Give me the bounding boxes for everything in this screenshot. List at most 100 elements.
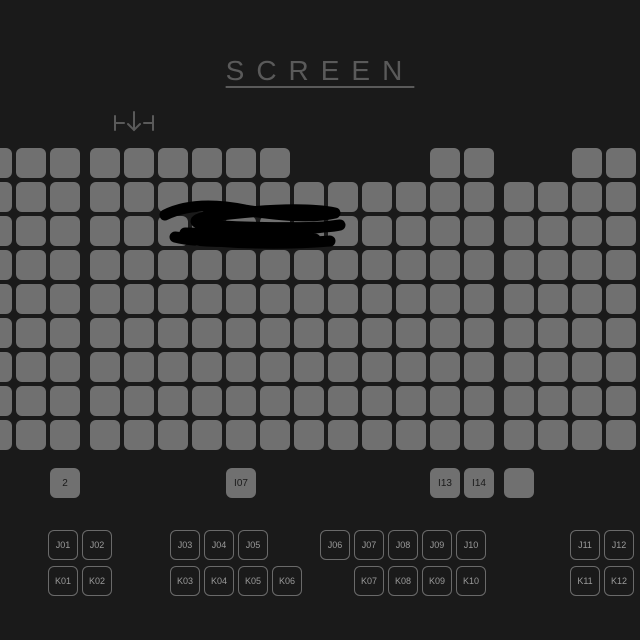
seat-labeled[interactable]: 2 [50, 468, 80, 498]
seat[interactable] [430, 182, 460, 212]
seat-k04[interactable]: K04 [204, 566, 234, 596]
seat[interactable] [328, 284, 358, 314]
seat[interactable] [90, 284, 120, 314]
seat[interactable] [16, 216, 46, 246]
seat[interactable] [328, 216, 358, 246]
seat-j12[interactable]: J12 [604, 530, 634, 560]
seat[interactable] [362, 250, 392, 280]
seat[interactable] [430, 318, 460, 348]
seat-k06[interactable]: K06 [272, 566, 302, 596]
seat[interactable] [90, 352, 120, 382]
seat-j02[interactable]: J02 [82, 530, 112, 560]
seat[interactable] [260, 318, 290, 348]
seat[interactable] [328, 250, 358, 280]
seat[interactable] [464, 386, 494, 416]
seat[interactable] [572, 284, 602, 314]
seat-k11[interactable]: K11 [570, 566, 600, 596]
seat[interactable] [226, 284, 256, 314]
seat[interactable] [504, 250, 534, 280]
seat[interactable] [16, 284, 46, 314]
seat[interactable] [572, 148, 602, 178]
seat[interactable] [606, 386, 636, 416]
seat[interactable] [538, 420, 568, 450]
seat[interactable] [328, 182, 358, 212]
seat[interactable] [260, 386, 290, 416]
seat[interactable] [16, 182, 46, 212]
seat[interactable] [50, 216, 80, 246]
seat[interactable] [226, 250, 256, 280]
seat[interactable] [16, 250, 46, 280]
seat-labeled[interactable]: I13 [430, 468, 460, 498]
seat[interactable] [90, 318, 120, 348]
seat[interactable] [158, 318, 188, 348]
seat[interactable] [572, 352, 602, 382]
seat[interactable] [572, 182, 602, 212]
seat[interactable] [328, 352, 358, 382]
seat-j08[interactable]: J08 [388, 530, 418, 560]
seat[interactable] [328, 318, 358, 348]
seat[interactable] [464, 284, 494, 314]
seat[interactable] [158, 148, 188, 178]
seat-j11[interactable]: J11 [570, 530, 600, 560]
seat[interactable] [124, 352, 154, 382]
seat[interactable] [90, 148, 120, 178]
seat[interactable] [158, 386, 188, 416]
seat[interactable] [124, 216, 154, 246]
seat[interactable] [90, 250, 120, 280]
seat-j01[interactable]: J01 [48, 530, 78, 560]
seat[interactable] [606, 216, 636, 246]
seat[interactable] [430, 216, 460, 246]
seat[interactable] [572, 420, 602, 450]
seat-k10[interactable]: K10 [456, 566, 486, 596]
seat-k05[interactable]: K05 [238, 566, 268, 596]
seat[interactable] [192, 352, 222, 382]
seat[interactable] [192, 284, 222, 314]
seat[interactable] [504, 318, 534, 348]
seat[interactable] [16, 386, 46, 416]
seat-k12[interactable]: K12 [604, 566, 634, 596]
seat[interactable] [50, 284, 80, 314]
seat[interactable] [192, 250, 222, 280]
seat[interactable] [396, 352, 426, 382]
seat[interactable] [50, 182, 80, 212]
seat[interactable] [50, 386, 80, 416]
seat[interactable] [226, 148, 256, 178]
seat[interactable] [464, 216, 494, 246]
seat-labeled[interactable] [504, 468, 534, 498]
seat[interactable] [504, 420, 534, 450]
seat[interactable] [362, 216, 392, 246]
seat-j07[interactable]: J07 [354, 530, 384, 560]
seat[interactable] [464, 352, 494, 382]
seat[interactable] [362, 420, 392, 450]
seat[interactable] [260, 216, 290, 246]
seat[interactable] [538, 182, 568, 212]
seat[interactable] [124, 386, 154, 416]
seat[interactable] [504, 182, 534, 212]
seat[interactable] [226, 386, 256, 416]
seat[interactable] [396, 182, 426, 212]
seat[interactable] [362, 352, 392, 382]
seat[interactable] [294, 284, 324, 314]
seat[interactable] [192, 216, 222, 246]
seat-k01[interactable]: K01 [48, 566, 78, 596]
seat[interactable] [464, 148, 494, 178]
seat[interactable] [396, 284, 426, 314]
seat[interactable] [158, 216, 188, 246]
seat[interactable] [50, 250, 80, 280]
seat[interactable] [430, 148, 460, 178]
seat[interactable] [0, 182, 12, 212]
seat[interactable] [430, 250, 460, 280]
seat[interactable] [124, 250, 154, 280]
seat[interactable] [396, 216, 426, 246]
seat-j04[interactable]: J04 [204, 530, 234, 560]
seat[interactable] [0, 284, 12, 314]
seat[interactable] [362, 318, 392, 348]
seat[interactable] [0, 420, 12, 450]
seat[interactable] [362, 182, 392, 212]
seat[interactable] [606, 250, 636, 280]
seat[interactable] [226, 352, 256, 382]
seat[interactable] [606, 182, 636, 212]
seat[interactable] [226, 318, 256, 348]
seat[interactable] [16, 148, 46, 178]
seat[interactable] [260, 284, 290, 314]
